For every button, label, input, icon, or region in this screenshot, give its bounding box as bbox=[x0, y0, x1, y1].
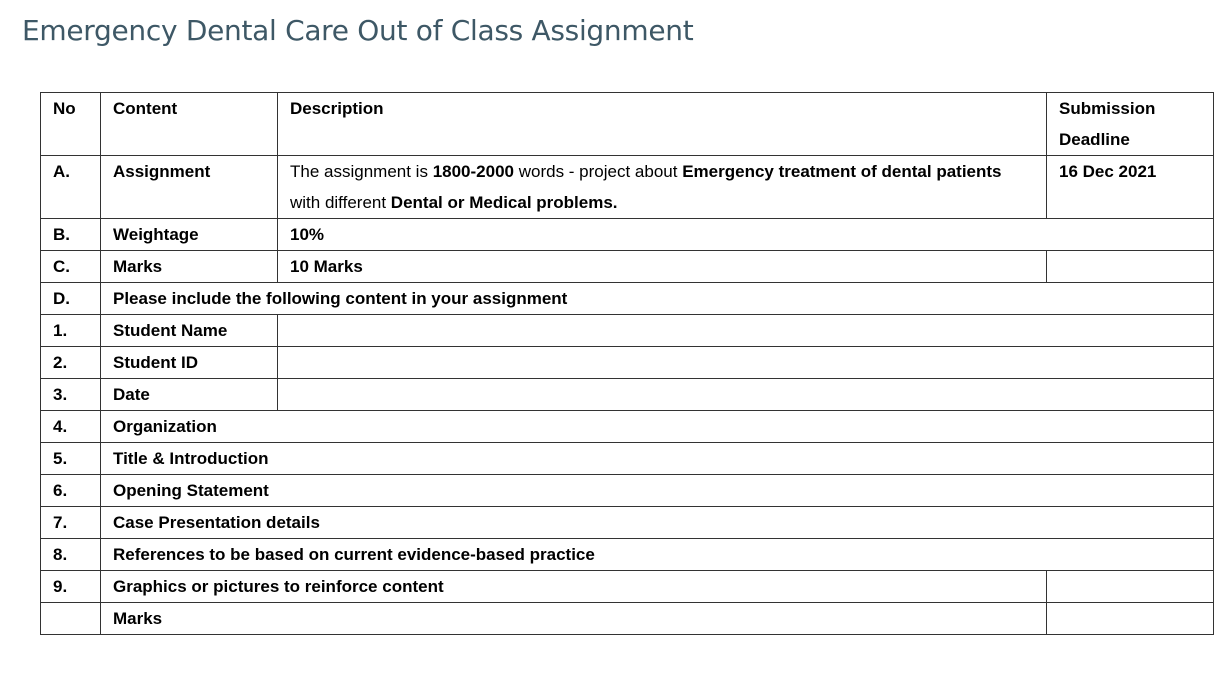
empty-cell bbox=[40, 602, 101, 635]
no-cell: B. bbox=[40, 218, 101, 251]
row: 8. References to be based on current evi… bbox=[40, 538, 1214, 571]
row: 2. Student ID bbox=[40, 346, 1214, 379]
description-text: Emergency treatment of dental patients bbox=[682, 162, 1002, 181]
content-cell: Student Name bbox=[100, 314, 278, 347]
empty-cell bbox=[277, 378, 1214, 411]
no-cell: 2. bbox=[40, 346, 101, 379]
content-cell: Organization bbox=[100, 410, 1214, 443]
description-text: The assignment is bbox=[290, 162, 433, 181]
no-cell: 1. bbox=[40, 314, 101, 347]
row: 1. Student Name bbox=[40, 314, 1214, 347]
row: D. Please include the following content … bbox=[40, 282, 1214, 315]
content-cell: Case Presentation details bbox=[100, 506, 1214, 539]
row: C. Marks 10 Marks bbox=[40, 250, 1214, 283]
no-cell: 8. bbox=[40, 538, 101, 571]
row: 4. Organization bbox=[40, 410, 1214, 443]
no-cell: 7. bbox=[40, 506, 101, 539]
header-cell: Content bbox=[100, 92, 278, 156]
assignment-table: No Content Description Submission Deadli… bbox=[40, 92, 1214, 635]
row: 6. Opening Statement bbox=[40, 474, 1214, 507]
value-cell: 10% bbox=[277, 218, 1214, 251]
content-cell: Marks bbox=[100, 602, 1047, 635]
row: 5. Title & Introduction bbox=[40, 442, 1214, 475]
content-cell: Date bbox=[100, 378, 278, 411]
row: A. Assignment The assignment is 1800-200… bbox=[40, 155, 1214, 219]
empty-cell bbox=[1046, 250, 1214, 283]
content-cell: Graphics or pictures to reinforce conten… bbox=[100, 570, 1047, 603]
row: 7. Case Presentation details bbox=[40, 506, 1214, 539]
no-cell: D. bbox=[40, 282, 101, 315]
content-cell: Assignment bbox=[100, 155, 278, 219]
no-cell: 9. bbox=[40, 570, 101, 603]
value-cell: 10 Marks bbox=[277, 250, 1047, 283]
row: B. Weightage 10% bbox=[40, 218, 1214, 251]
header-cell: Submission Deadline bbox=[1046, 92, 1214, 156]
description-text: Dental or Medical problems. bbox=[390, 193, 618, 212]
description-text: with different bbox=[290, 193, 391, 212]
content-cell: Title & Introduction bbox=[100, 442, 1214, 475]
empty-cell bbox=[1046, 602, 1214, 635]
header-cell: No bbox=[40, 92, 101, 156]
no-cell: C. bbox=[40, 250, 101, 283]
content-cell: Please include the following content in … bbox=[100, 282, 1214, 315]
row: Marks bbox=[40, 602, 1214, 635]
no-cell: 3. bbox=[40, 378, 101, 411]
content-cell: Opening Statement bbox=[100, 474, 1214, 507]
description-text: 1800-2000 bbox=[432, 162, 514, 181]
empty-cell bbox=[1046, 570, 1214, 603]
header-cell: Description bbox=[277, 92, 1047, 156]
no-cell: 6. bbox=[40, 474, 101, 507]
content-cell: References to be based on current eviden… bbox=[100, 538, 1214, 571]
content-cell: Student ID bbox=[100, 346, 278, 379]
description-cell: The assignment is 1800-2000 words - proj… bbox=[277, 155, 1047, 219]
no-cell: A. bbox=[40, 155, 101, 219]
no-cell: 5. bbox=[40, 442, 101, 475]
content-cell: Weightage bbox=[100, 218, 278, 251]
content-cell: Marks bbox=[100, 250, 278, 283]
deadline-cell: 16 Dec 2021 bbox=[1046, 155, 1214, 219]
no-cell: 4. bbox=[40, 410, 101, 443]
row: 3. Date bbox=[40, 378, 1214, 411]
empty-cell bbox=[277, 346, 1214, 379]
header-row: No Content Description Submission Deadli… bbox=[40, 92, 1214, 156]
row: 9. Graphics or pictures to reinforce con… bbox=[40, 570, 1214, 603]
empty-cell bbox=[277, 314, 1214, 347]
page-title: Emergency Dental Care Out of Class Assig… bbox=[22, 14, 694, 47]
description-text: words - project about bbox=[514, 162, 683, 181]
